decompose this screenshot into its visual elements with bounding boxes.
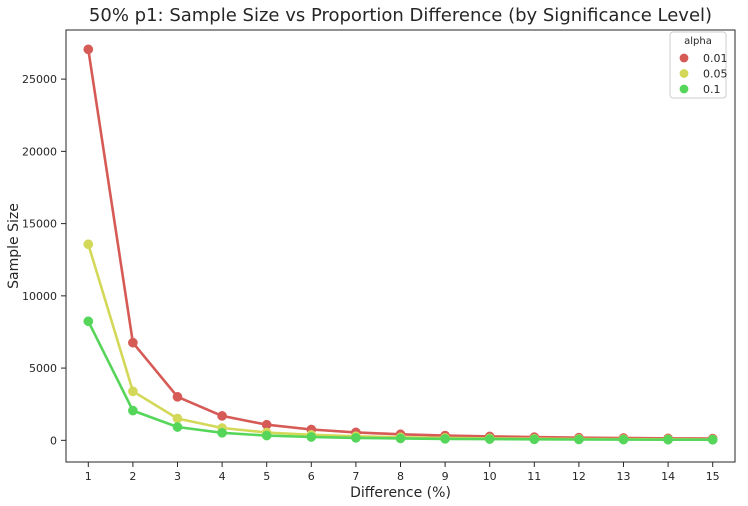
y-axis-label: Sample Size [6,203,22,289]
legend-box [669,31,727,99]
legend: alpha 0.01 0.05 0.1 [669,31,728,99]
series-line [87,49,713,440]
x-tick-label: 1 [85,470,92,483]
x-tick-label: 5 [263,470,270,483]
x-tick-label: 15 [706,470,720,483]
data-point [663,434,673,445]
y-tick-label: 0 [50,434,57,447]
data-point [261,430,272,441]
plot-frame [65,29,736,463]
chart-title: 50% p1: Sample Size vs Proportion Differ… [89,5,712,26]
x-axis-label: Difference (%) [350,485,451,501]
data-point [351,433,361,443]
series-line [87,243,713,441]
x-tick-label: 9 [442,470,449,483]
data-point [306,432,317,442]
data-point [707,434,718,445]
legend-entry: 0.05 [703,68,728,81]
data-point [172,391,183,402]
series-layer [83,44,718,445]
legend-marker [679,69,689,78]
plot-border [65,29,736,463]
x-tick-label: 3 [174,470,181,483]
y-tick-label: 20000 [22,145,57,158]
data-point [83,316,94,327]
y-axis: 0 5000 10000 15000 20000 25000 [22,73,66,447]
data-point [484,434,495,444]
y-tick-label: 5000 [29,362,57,375]
x-tick-label: 13 [617,470,631,483]
data-point [83,239,94,250]
data-point [618,434,629,445]
data-point [128,337,138,348]
series-line [87,320,713,442]
legend-entry: 0.01 [703,52,728,65]
data-point [440,434,450,444]
x-tick-label: 4 [219,470,226,483]
x-tick-label: 2 [129,470,136,483]
series-0.05 [83,239,718,445]
data-point [395,433,406,444]
legend-entry: 0.1 [703,83,721,96]
x-tick-label: 6 [308,470,315,483]
data-point [529,434,540,445]
legend-marker [679,84,689,94]
series-0.1 [83,316,718,445]
data-point [128,386,138,397]
data-point [172,422,183,432]
data-point [217,411,227,421]
data-point [128,405,138,416]
x-tick-label: 12 [572,470,586,483]
x-tick-label: 8 [397,470,404,483]
x-tick-label: 7 [352,470,359,483]
x-tick-label: 11 [527,470,541,483]
data-point [217,427,227,438]
y-tick-label: 25000 [22,73,57,86]
x-tick-label: 10 [483,470,497,483]
x-axis: 1 2 3 4 5 6 7 8 9 10 11 12 13 14 15 [85,462,720,483]
data-point [574,434,584,445]
series-0.01 [83,44,718,444]
legend-marker [679,53,689,63]
y-tick-label: 10000 [22,290,57,303]
y-tick-label: 15000 [22,218,57,231]
x-tick-label: 14 [661,470,675,483]
data-point [172,413,183,424]
legend-title: alpha [684,36,712,47]
data-point [83,44,94,55]
